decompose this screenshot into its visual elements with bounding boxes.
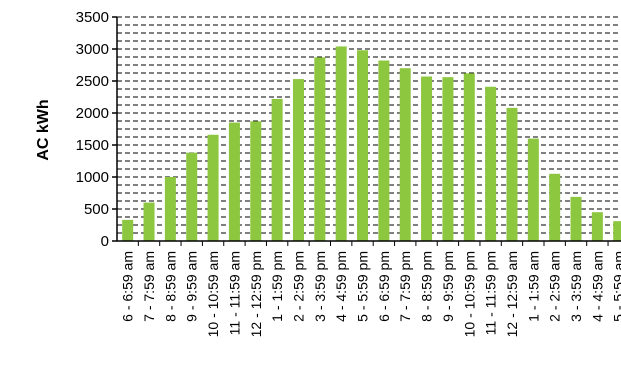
bar-5 — [228, 122, 240, 241]
y-tick-label-2: 1000 — [76, 169, 109, 186]
x-tick-labels: 6 - 6:59 am 7 - 7:59 am 8 - 8:59 am 9 - 9:5… — [120, 251, 621, 337]
bar-19 — [527, 138, 539, 241]
x-tick-label-17: 11 - 11:59 pm — [483, 251, 499, 335]
x-tick-label-3: 9 - 9:59 am — [184, 251, 200, 322]
y-tick-labels: 0 500 1000 1500 2000 2500 3000 3500 — [76, 9, 109, 250]
bar-7 — [271, 98, 283, 241]
bar-9 — [314, 57, 326, 241]
bar-11 — [357, 50, 369, 241]
bar-15 — [442, 77, 454, 241]
bar-12 — [378, 60, 390, 241]
x-tick-label-10: 4 - 4:59 pm — [333, 251, 349, 322]
y-tick-label-4: 2000 — [76, 105, 109, 122]
bar-10 — [335, 46, 347, 241]
y-tick-label-6: 3000 — [76, 41, 109, 58]
y-tick-label-5: 2500 — [76, 73, 109, 90]
bar-2 — [164, 177, 176, 241]
x-tick-label-4: 10 - 10:59 am — [205, 251, 221, 337]
bar-20 — [549, 173, 561, 241]
bar-4 — [207, 134, 219, 241]
bar-16 — [463, 73, 475, 241]
x-tick-label-5: 11 - 11:59 am — [226, 251, 242, 335]
x-tick-label-11: 5 - 5:59 pm — [355, 251, 371, 322]
bar-14 — [421, 76, 433, 242]
x-tick-label-0: 6 - 6:59 am — [120, 251, 136, 322]
x-tick-label-18: 12 - 12:59 am — [504, 251, 520, 337]
bar-1 — [143, 202, 155, 241]
x-tick-label-9: 3 - 3:59 pm — [312, 251, 328, 322]
x-tick-label-22: 4 - 4:59 am — [589, 251, 605, 322]
x-tick-label-15: 9 - 9:59 pm — [440, 251, 456, 322]
x-tick-label-7: 1 - 1:59 pm — [269, 251, 285, 322]
y-tick-label-7: 3500 — [76, 9, 109, 26]
bar-13 — [399, 68, 411, 241]
bar-17 — [485, 86, 497, 241]
x-tick-label-20: 2 - 2:59 am — [547, 251, 563, 322]
bar-8 — [292, 79, 304, 241]
x-tick-label-14: 8 - 8:59 pm — [419, 251, 435, 322]
x-tick-label-19: 1 - 1:59 am — [525, 251, 541, 322]
bar-0 — [122, 219, 134, 241]
bar-21 — [570, 196, 582, 241]
x-tick-label-8: 2 - 2:59 pm — [290, 251, 306, 322]
x-tick-label-16: 10 - 10:59 pm — [461, 251, 477, 337]
y-tick-label-3: 1500 — [76, 137, 109, 154]
x-tick-label-21: 3 - 3:59 am — [568, 251, 584, 322]
x-tick-label-2: 8 - 8:59 am — [162, 251, 178, 322]
axes — [112, 16, 621, 246]
x-tick-label-23: 5 - 5:59 am — [611, 251, 621, 322]
x-tick-label-1: 7 - 7:59 am — [141, 251, 157, 322]
y-axis-label: AC kWh — [35, 99, 52, 160]
bar-23 — [613, 221, 621, 241]
y-tick-label-1: 500 — [84, 201, 109, 218]
bar-3 — [186, 152, 198, 241]
bar-22 — [591, 212, 603, 241]
y-tick-label-0: 0 — [101, 233, 109, 250]
bar-6 — [250, 121, 262, 241]
x-tick-label-13: 7 - 7:59 pm — [397, 251, 413, 322]
bars — [122, 46, 621, 242]
bar-18 — [506, 107, 518, 241]
x-tick-label-6: 12 - 12:59 pm — [248, 251, 264, 337]
x-tick-label-12: 6 - 6:59 pm — [376, 251, 392, 322]
gridlines — [117, 16, 621, 234]
